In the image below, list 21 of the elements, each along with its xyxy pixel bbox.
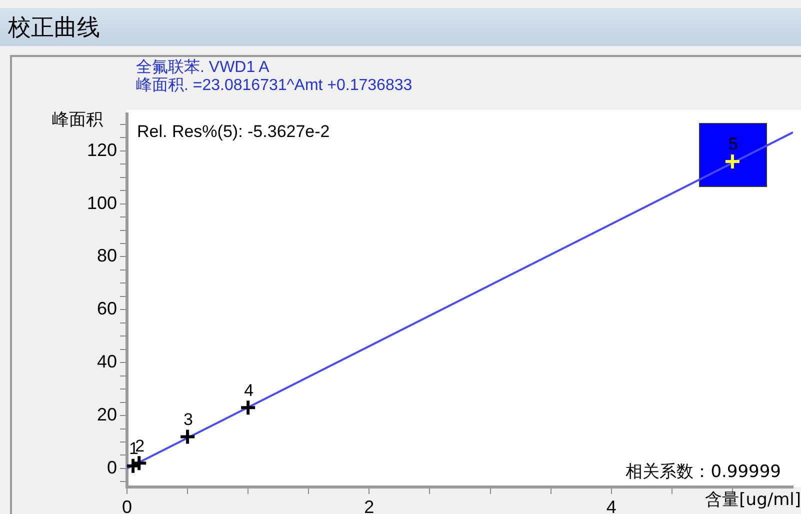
annotation: 相关系数：0.99999 — [626, 462, 781, 482]
y-tick-label: 20 — [96, 404, 117, 425]
point — [179, 428, 196, 446]
y-axis-title: 峰面积 — [52, 109, 103, 131]
y-tick-label: 100 — [86, 192, 117, 213]
y-tick-label: 80 — [96, 246, 117, 266]
x-axis-title: 含量[ug/ml] — [705, 489, 801, 511]
y-tick-label: 40 — [96, 352, 117, 372]
annotation: 4 — [244, 380, 254, 400]
y-tick-label: 120 — [86, 140, 117, 160]
chart-subtitle: 全氟联苯. VWD1 A 峰面积. =23.0816731^Amt +0.1736833 — [136, 59, 412, 95]
y-tick-label: 0 — [106, 457, 117, 478]
annotation: Rel. Res%(5): -5.3627e-2 — [137, 122, 330, 141]
x-tick-label: 2 — [364, 496, 374, 514]
annotation: 5 — [728, 134, 738, 154]
chart-title: 校正曲线 — [8, 14, 100, 43]
x-tick-label: 4 — [606, 496, 616, 514]
y-tick-label: 60 — [96, 298, 117, 319]
annotation: 3 — [184, 410, 194, 429]
x-tick-label: 0 — [122, 496, 132, 514]
point — [240, 399, 257, 416]
